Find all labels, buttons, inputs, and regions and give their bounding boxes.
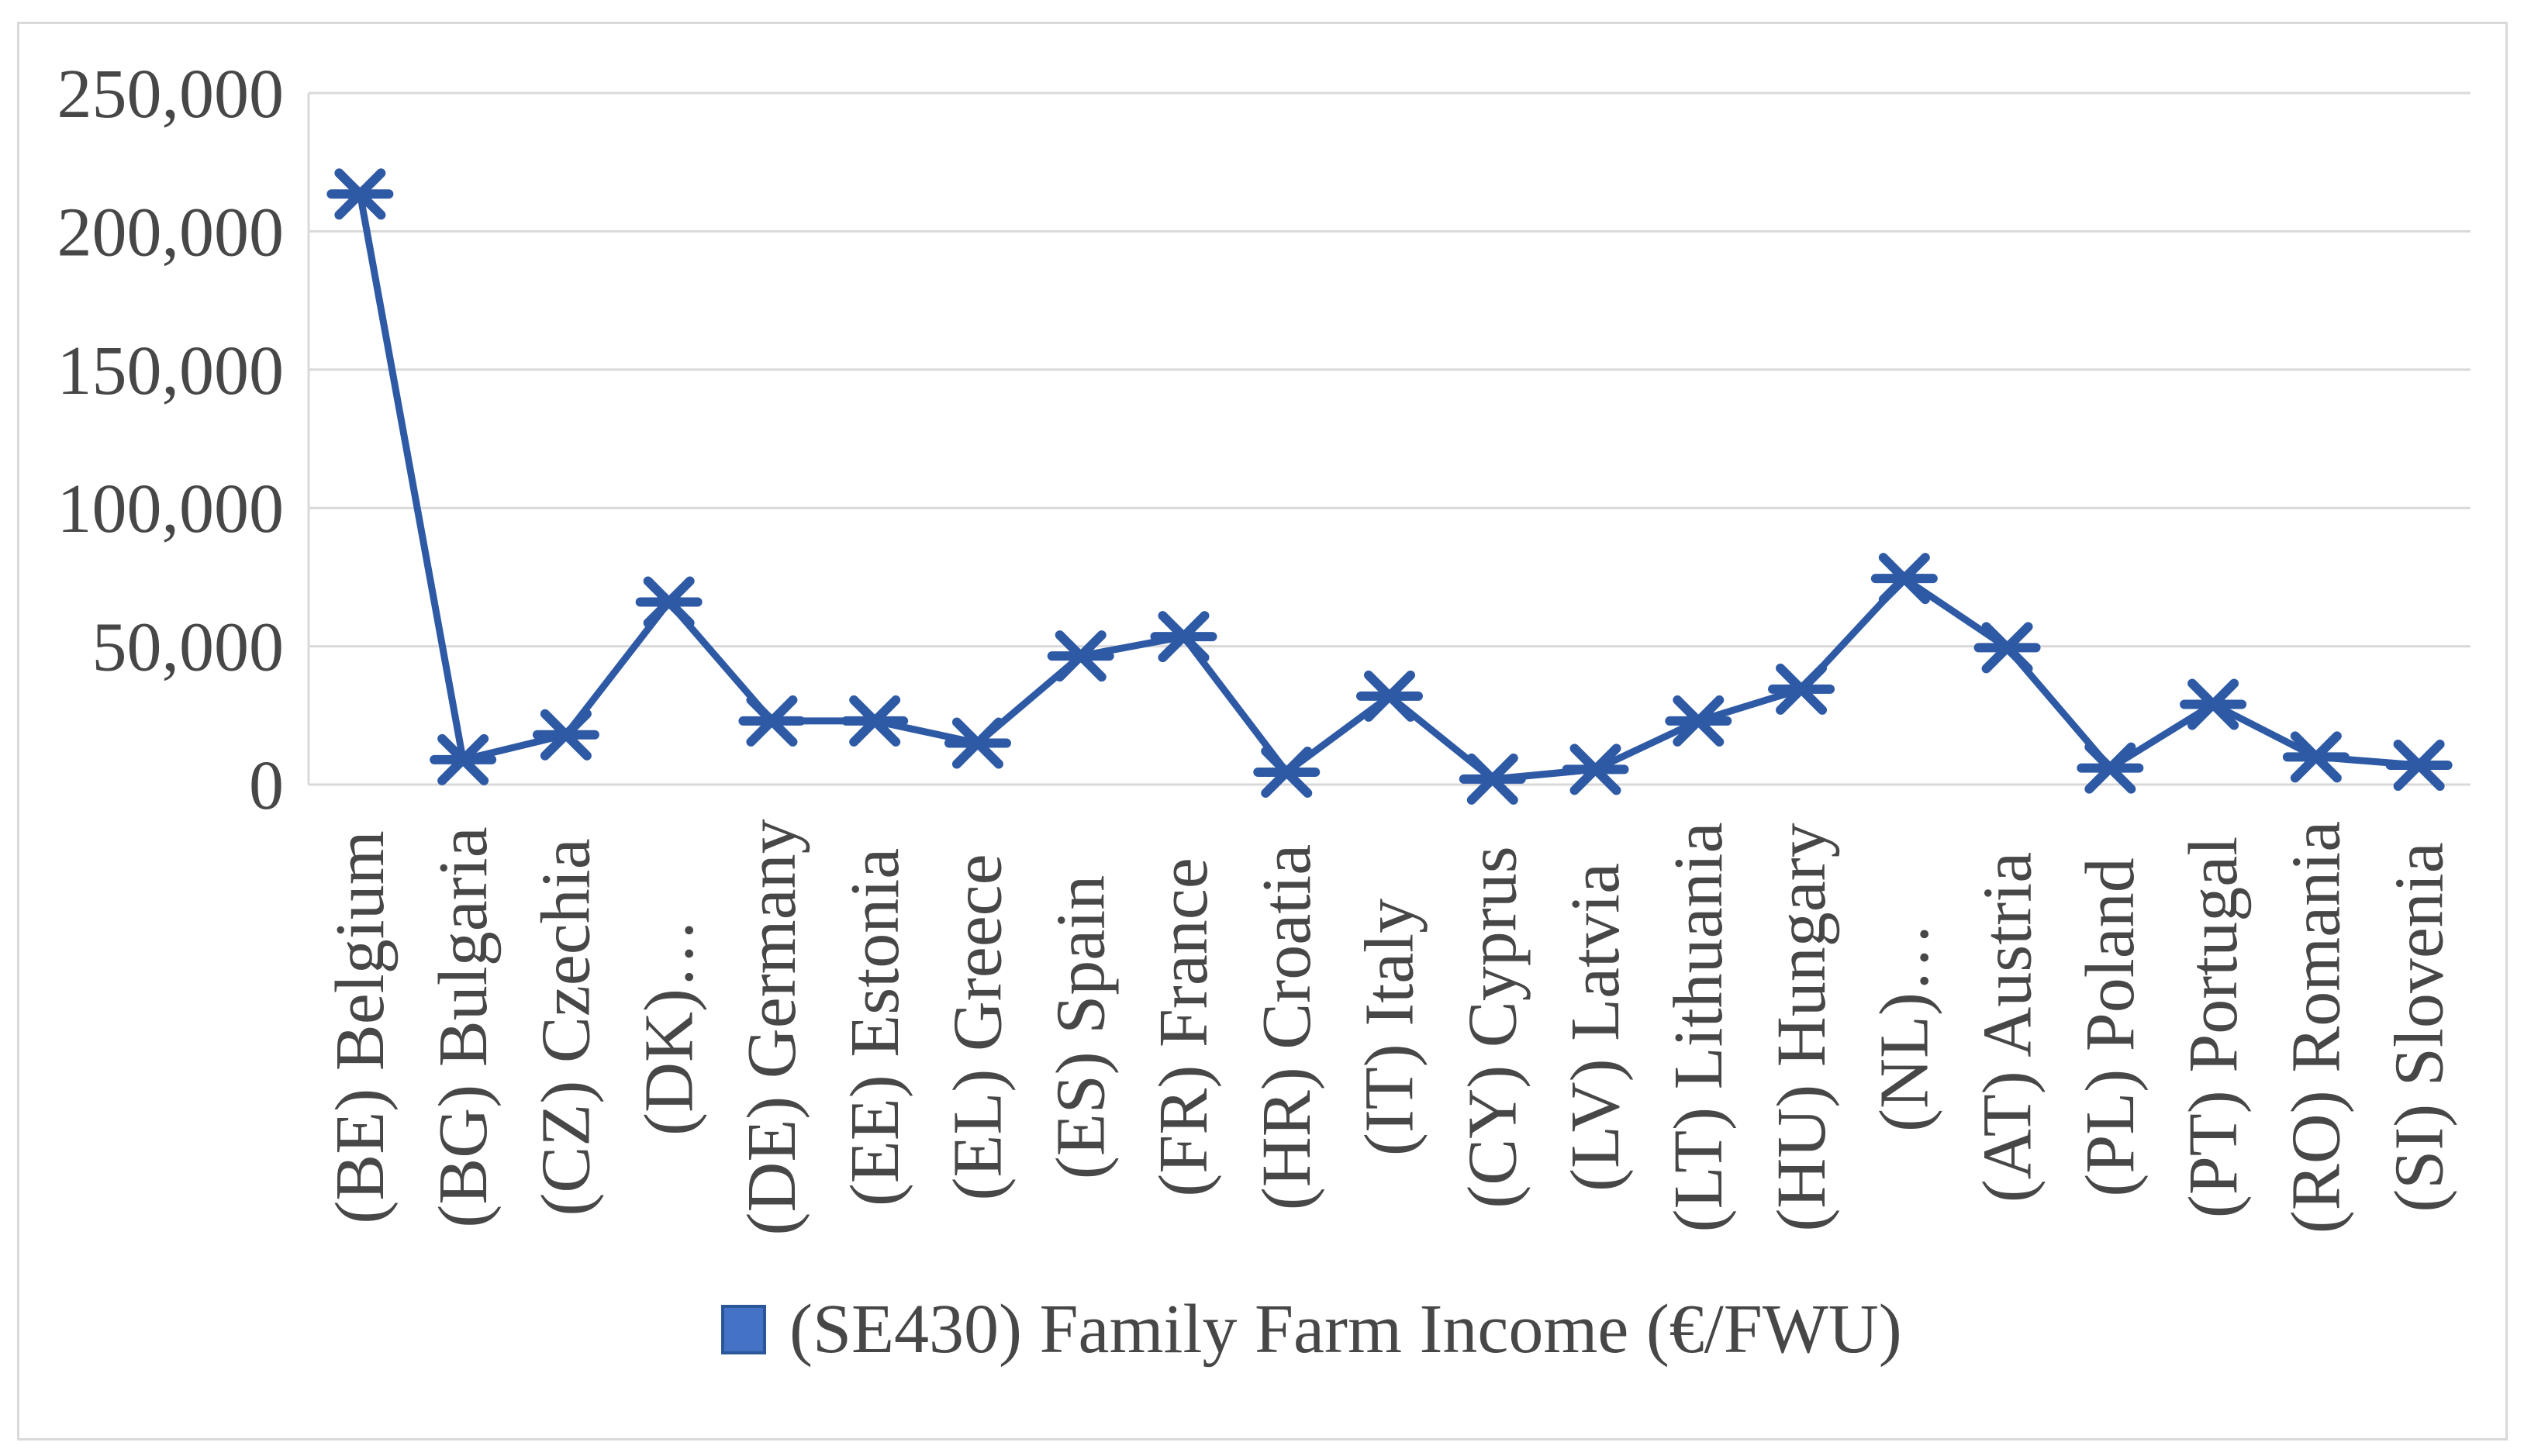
data-point-marker [532, 709, 599, 761]
marker-stroke [437, 733, 489, 785]
data-point-marker [1047, 630, 1114, 682]
marker-stroke [1364, 670, 1415, 722]
x-category-label: (EL) Greece [940, 854, 1017, 1200]
data-point-marker [738, 695, 806, 747]
y-tick-label: 0 [249, 747, 284, 824]
x-category-labels-group: (BE) Belgium (BG) Bulgaria (CZ) Czechia (DK… [322, 819, 2457, 1235]
marker-stroke [951, 717, 1003, 769]
data-point-marker [430, 733, 497, 785]
marker-stroke [2393, 740, 2445, 792]
marker-stroke [746, 695, 798, 747]
data-point-marker [1870, 553, 1938, 605]
x-category-label: (PT) Portugal [2175, 837, 2252, 1218]
marker-stroke [1776, 663, 1828, 715]
marker-stroke [1158, 611, 1210, 663]
y-tick-label: 150,000 [57, 333, 285, 409]
marker-stroke [849, 695, 901, 747]
data-point-marker [326, 168, 394, 220]
marker-stroke [643, 576, 695, 628]
x-category-label: (AT) Austria [1969, 852, 2046, 1202]
data-point-marker [944, 717, 1011, 769]
markers-group [326, 168, 2453, 805]
x-category-label: (CZ) Czechia [528, 838, 605, 1216]
marker-stroke [1878, 553, 1930, 605]
data-point-marker [1973, 622, 2041, 674]
x-category-label: (BE) Belgium [322, 830, 399, 1223]
marker-stroke [2084, 742, 2136, 794]
x-category-label: (HR) Croatia [1248, 844, 1325, 1210]
marker-stroke [1673, 695, 1725, 747]
data-point-marker [1459, 753, 1526, 805]
y-tick-label: 100,000 [57, 471, 285, 547]
x-category-label: (CY) Cyprus [1454, 846, 1531, 1209]
marker-stroke [334, 168, 386, 220]
x-category-label: (PL) Poland [2072, 857, 2149, 1196]
marker-stroke [1055, 630, 1107, 682]
data-point-marker [1356, 670, 1423, 722]
x-category-label: (HU) Hungary [1763, 823, 1840, 1231]
y-tick-labels-group: 0 50,000 100,000 150,000 200,000 250,000 [57, 56, 285, 824]
marker-stroke [1466, 753, 1518, 805]
data-point-marker [2385, 740, 2453, 792]
legend-label: (SE430) Family Farm Income (€/FWU) [789, 1291, 1902, 1368]
gridlines-group [309, 91, 2470, 786]
data-point-marker [1150, 611, 1217, 663]
data-point-marker [635, 576, 703, 628]
y-tick-label: 200,000 [57, 194, 285, 271]
x-category-label: (SI) Slovenia [2381, 842, 2457, 1212]
x-category-label: (EE) Estonia [837, 848, 913, 1206]
x-category-label: (FR) France [1145, 857, 1222, 1196]
y-tick-label: 250,000 [57, 56, 285, 133]
x-category-label: (NL)… [1866, 923, 1943, 1132]
x-category-label: (LT) Lithuania [1660, 822, 1737, 1232]
marker-stroke [2187, 678, 2239, 730]
data-point-marker [1562, 744, 1629, 795]
data-point-marker [2282, 731, 2350, 783]
marker-stroke [2290, 731, 2342, 783]
x-category-label: (DE) Germany [734, 819, 810, 1235]
marker-stroke [1981, 622, 2033, 674]
marker-stroke [1261, 746, 1313, 798]
data-point-marker [2180, 678, 2247, 730]
x-category-label: (LV) Latvia [1557, 863, 1634, 1192]
x-category-label: (BG) Bulgaria [425, 826, 502, 1227]
data-point-marker [1768, 663, 1835, 715]
data-point-marker [841, 695, 909, 747]
x-category-label: (IT) Italy [1352, 899, 1428, 1156]
data-point-marker [2077, 742, 2144, 794]
marker-stroke [540, 709, 592, 761]
legend-swatch [721, 1305, 766, 1354]
x-category-label: (DK)… [630, 919, 707, 1136]
data-point-marker [1665, 695, 1732, 747]
y-tick-label: 50,000 [92, 609, 285, 686]
marker-stroke [1569, 744, 1621, 795]
x-category-label: (RO) Romania [2278, 821, 2355, 1233]
figure-border [17, 22, 2508, 1440]
x-category-label: (ES) Spain [1042, 875, 1119, 1179]
data-point-marker [1253, 746, 1321, 798]
legend: (SE430) Family Farm Income (€/FWU) [721, 1295, 1902, 1365]
